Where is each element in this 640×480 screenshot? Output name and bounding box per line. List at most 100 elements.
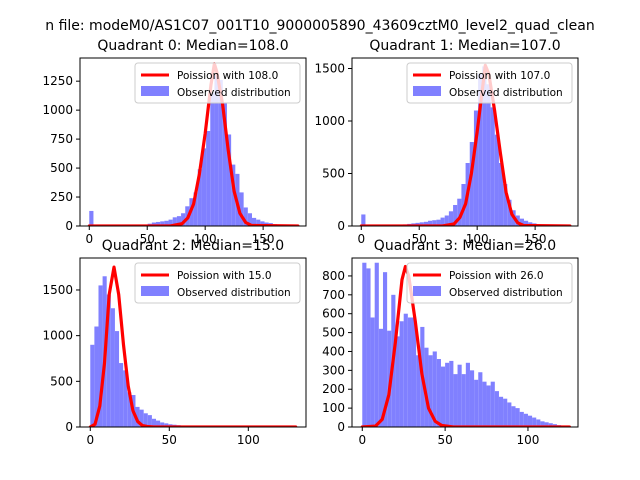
quadrant-3-xtick-label: 0	[358, 433, 366, 447]
quadrant-3-ytick-label: 700	[322, 288, 345, 302]
quadrant-3-bar	[461, 374, 466, 427]
quadrant-2-legend-bar-swatch	[141, 286, 169, 296]
quadrant-3-bar	[370, 317, 375, 427]
quadrant-0-ytick-label: 1250	[42, 74, 73, 88]
quadrant-3-bar	[407, 317, 412, 427]
quadrant-1-bar	[473, 110, 479, 226]
quadrant-1-xtick-label: 50	[412, 232, 427, 246]
quadrant-3-bar	[532, 417, 537, 427]
quadrant-2-bar	[164, 423, 169, 427]
quadrant-2-bar	[119, 363, 124, 427]
quadrant-1-bar	[503, 184, 508, 226]
quadrant-3-bar	[469, 370, 475, 427]
quadrant-3-legend: Poission with 26.0 Observed distribution	[406, 262, 573, 304]
quadrant-0-bar	[156, 221, 161, 226]
quadrant-2-bar	[147, 415, 152, 427]
quadrant-2-legend-box	[134, 262, 301, 304]
quadrant-0-xtick-label: 0	[85, 232, 93, 246]
quadrant-2-bar	[127, 392, 132, 427]
quadrant-0-bar	[197, 169, 202, 226]
quadrant-0-bar	[210, 92, 215, 226]
quadrant-0-bar	[256, 219, 261, 226]
quadrant-3-bar	[424, 347, 429, 427]
quadrant-1-bar	[494, 134, 499, 226]
quadrant-3-bar	[436, 359, 441, 427]
quadrant-2-ytick-label: 1000	[42, 329, 73, 343]
quadrant-3-bar	[536, 419, 541, 427]
quadrant-0-bar	[243, 207, 248, 226]
quadrant-2-legend: Poission with 15.0 Observed distribution	[134, 262, 301, 304]
quadrant-1-bar	[486, 84, 491, 226]
quadrant-0-bar	[168, 219, 173, 226]
quadrant-0-legend: Poission with 108.0 Observed distribution	[134, 62, 301, 104]
figure-suptitle: n file: modeM0/AS1C07_001T10_9000005890_…	[45, 18, 594, 34]
quadrant-3-bar	[374, 262, 379, 427]
quadrant-3-bar	[440, 366, 446, 427]
quadrant-3-bar	[403, 313, 408, 427]
quadrant-3-legend-label-poisson: Poission with 26.0	[449, 270, 544, 282]
quadrant-1-bar	[419, 222, 424, 226]
quadrant-1-bar	[448, 211, 454, 226]
quadrant-3-ytick-label: 800	[322, 269, 345, 283]
quadrant-0-bar	[176, 216, 182, 226]
quadrant-0-legend-box	[134, 62, 301, 104]
quadrant-2-bar	[123, 370, 128, 427]
quadrant-3-bar	[416, 355, 421, 427]
quadrant-3-bar	[511, 406, 516, 427]
quadrant-1-legend-label-poisson: Poission with 107.0	[449, 70, 550, 82]
quadrant-3-legend-label-observed: Observed distribution	[449, 287, 563, 299]
quadrant-3-xtick-label: 100	[517, 433, 540, 447]
quadrant-3-bar	[378, 328, 383, 427]
quadrant-2-ytick-label: 1500	[42, 283, 73, 297]
quadrant-1-bar	[469, 142, 474, 226]
quadrant-1-bar	[478, 73, 483, 226]
quadrant-3-bar	[482, 381, 487, 427]
quadrant-2-frame	[79, 257, 307, 428]
quadrant-1-ytick-label: 500	[322, 167, 345, 181]
quadrant-0-bar	[226, 134, 232, 226]
quadrant-2-ytick-label: 500	[50, 374, 73, 388]
quadrant-1-bar	[440, 217, 445, 226]
quadrant-0-ytick-label: 1000	[42, 103, 73, 117]
quadrant-0-legend-label-poisson: Poission with 108.0	[177, 70, 278, 82]
quadrant-1-frame	[351, 57, 579, 227]
quadrant-3-bar	[527, 415, 533, 427]
quadrant-3-bar	[519, 411, 524, 427]
quadrant-0-bar	[247, 213, 252, 226]
quadrant-1-ytick-label: 1000	[314, 114, 345, 128]
quadrant-3-bar	[503, 398, 508, 427]
quadrant-3-plot-area	[360, 262, 572, 427]
quadrant-0-bar	[172, 217, 177, 226]
quadrant-3-bar	[540, 421, 545, 427]
quadrant-3-ytick-label: 200	[322, 382, 345, 396]
quadrant-1-xtick-label: 0	[357, 232, 365, 246]
quadrant-2-legend-label-observed: Observed distribution	[177, 287, 291, 299]
quadrant-2-bar	[156, 420, 161, 427]
quadrant-3-bar	[474, 379, 479, 427]
quadrant-0-bar	[164, 220, 169, 226]
quadrant-3-ytick-label: 600	[322, 307, 345, 321]
quadrant-0-bar	[214, 75, 219, 226]
quadrant-3-axes: 0 50 100 0 100 200 300 400 500 600 700 800 Quadrant …	[322, 238, 579, 447]
quadrant-1-bar	[457, 198, 462, 226]
quadrant-0-bar	[201, 148, 207, 226]
quadrant-3-bar	[507, 402, 512, 427]
quadrant-0-legend-label-observed: Observed distribution	[177, 87, 291, 99]
quadrant-2-ytick-label: 0	[65, 420, 73, 434]
quadrant-3-bar	[490, 381, 495, 427]
quadrant-1-bar	[498, 163, 504, 226]
quadrant-2-bar	[98, 285, 103, 427]
quadrant-3-bar	[362, 262, 367, 427]
quadrant-2-bar	[151, 418, 157, 427]
quadrant-1-bar	[523, 220, 529, 226]
quadrant-1-bar	[436, 219, 441, 226]
quadrant-2-xtick-label: 0	[86, 433, 94, 447]
quadrant-0-bar	[181, 213, 186, 226]
quadrant-3-bar	[428, 355, 433, 427]
quadrant-3-bar	[523, 413, 528, 427]
quadrant-0-title: Quadrant 0: Median=108.0	[97, 38, 288, 54]
quadrant-3-bar	[453, 374, 458, 427]
quadrant-1-title: Quadrant 1: Median=107.0	[369, 38, 560, 54]
